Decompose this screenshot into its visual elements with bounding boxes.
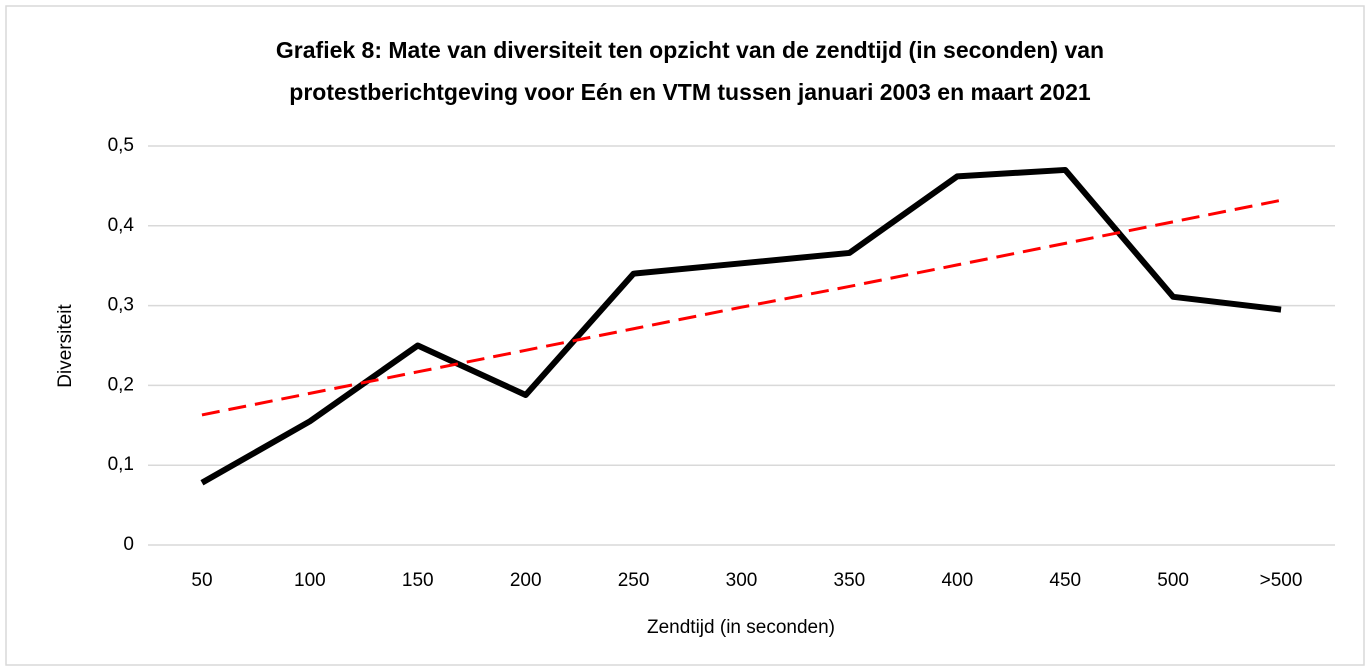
x-tick-label: 50 bbox=[191, 570, 212, 591]
y-tick-label: 0,4 bbox=[108, 215, 135, 236]
x-tick-label: 300 bbox=[726, 570, 758, 591]
x-tick-label: 400 bbox=[941, 570, 973, 591]
x-tick-label: 150 bbox=[402, 570, 434, 591]
x-tick-label: 500 bbox=[1157, 570, 1189, 591]
data-line bbox=[200, 166, 1282, 486]
trend-line bbox=[201, 198, 1282, 417]
y-tick-label: 0 bbox=[123, 534, 134, 555]
x-tick-label: 100 bbox=[294, 570, 326, 591]
chart-title: protestberichtgeving voor Eén en VTM tus… bbox=[289, 79, 1091, 105]
y-tick-label: 0,3 bbox=[108, 295, 134, 316]
y-tick-label: 0,5 bbox=[108, 135, 134, 156]
y-tick-label: 0,2 bbox=[108, 374, 134, 395]
chart-title: Grafiek 8: Mate van diversiteit ten opzi… bbox=[276, 37, 1104, 63]
x-tick-label: 450 bbox=[1049, 570, 1081, 591]
x-axis-label: Zendtijd (in seconden) bbox=[647, 617, 835, 638]
x-tick-label: 200 bbox=[510, 570, 542, 591]
x-tick-label: 350 bbox=[834, 570, 866, 591]
y-tick-label: 0,1 bbox=[108, 454, 134, 475]
chart-frame bbox=[5, 5, 1365, 666]
y-axis-label: Diversiteit bbox=[55, 304, 76, 388]
x-tick-label: >500 bbox=[1260, 570, 1303, 591]
x-tick-label: 250 bbox=[618, 570, 650, 591]
